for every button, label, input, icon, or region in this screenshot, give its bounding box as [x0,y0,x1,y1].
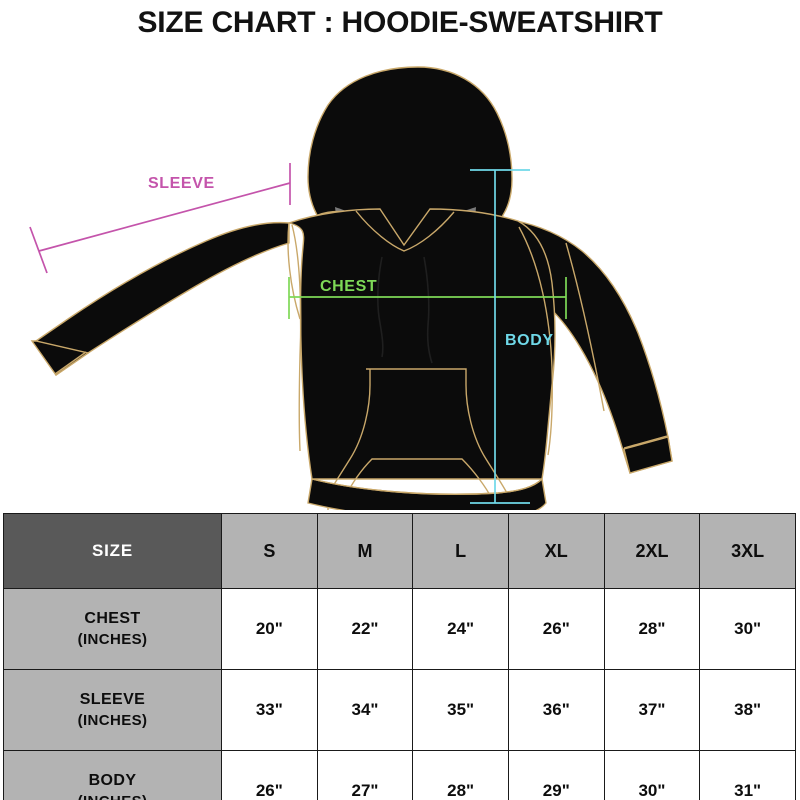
body-value-xl: 29" [507,750,605,800]
chest-value-l: 24" [412,588,509,670]
right-cuff [623,436,673,474]
body-value-s: 26" [221,750,318,800]
table-row: SLEEVE (INCHES) 33" 34" 35" 36" 37" 38" [3,669,796,751]
row-label-sleeve-name: SLEEVE [79,690,146,708]
sleeve-value-xl: 36" [507,669,605,751]
sleeve-label: SLEEVE [148,175,215,192]
sleeve-tick-start [29,226,48,274]
neck-rib-stitch [355,210,455,252]
sleeve-value-s: 33" [221,669,318,751]
sleeve-measure-line [38,182,291,252]
size-chart-table: SIZE S M L XL 2XL 3XL CHEST (INCHES) 20"… [3,513,796,800]
chest-value-s: 20" [221,588,318,670]
row-label-body: BODY (INCHES) [3,750,222,800]
row-label-body-unit: (INCHES) [78,793,148,800]
table-header-row: SIZE S M L XL 2XL 3XL [3,513,796,589]
left-sleeve-body-join [287,222,301,320]
chest-value-m: 22" [316,588,414,670]
left-cuff [30,340,90,376]
body-value-l: 28" [412,750,509,800]
row-label-sleeve: SLEEVE (INCHES) [3,669,222,751]
size-column-header-s: S [221,513,318,589]
hoodie-illustration: .grm { fill:#0b0b0b; stroke:#c9a86a; str… [0,55,800,510]
sleeve-value-l: 35" [412,669,509,751]
body-value-m: 27" [316,750,414,800]
row-label-chest-unit: (INCHES) [77,631,148,648]
table-row: BODY (INCHES) 26" 27" 28" 29" 30" 31" [3,750,796,800]
body-value-2xl: 30" [603,750,701,800]
body-measurement: BODY [470,169,554,504]
right-sleeve-seam [565,242,605,412]
bottom-hem-stitch [311,478,543,495]
page-title: SIZE CHART : HOODIE-SWEATSHIRT [137,6,663,39]
row-label-chest-name: CHEST [84,609,141,627]
left-cuff-stitch [54,351,87,375]
body-value-3xl: 31" [699,750,796,800]
size-column-header-3xl: 3XL [699,513,796,589]
sleeve-value-m: 34" [316,669,414,751]
bottom-hem [307,477,547,510]
size-column-header-xl: XL [507,513,605,589]
kangaroo-pocket [327,368,509,510]
chest-value-2xl: 28" [603,588,701,670]
row-label-sleeve-unit: (INCHES) [77,712,148,729]
table-row: CHEST (INCHES) 20" 22" 24" 26" 28" 30" [3,588,796,670]
sleeve-value-2xl: 37" [603,669,701,751]
body-group [286,208,556,510]
sleeve-value-3xl: 38" [699,669,796,751]
body-label: BODY [505,332,554,349]
chest-label: CHEST [320,278,377,295]
size-column-header-l: L [412,513,509,589]
right-cuff-stitch [623,435,668,449]
right-armhole-stitch [518,226,553,456]
sleeve-measurement: SLEEVE [29,163,291,274]
left-armhole-stitch [291,224,302,452]
row-label-chest: CHEST (INCHES) [3,588,222,670]
drawstring-right [423,256,433,364]
left-sleeve-group [30,221,301,377]
row-label-body-name: BODY [88,771,137,789]
size-column-header-2xl: 2XL [603,513,701,589]
drawstring-left [377,256,384,358]
table-corner-size-label: SIZE [3,513,222,589]
chest-value-xl: 26" [507,588,605,670]
chest-value-3xl: 30" [699,588,796,670]
chest-measurement: CHEST [288,277,567,319]
size-column-header-m: M [316,513,414,589]
